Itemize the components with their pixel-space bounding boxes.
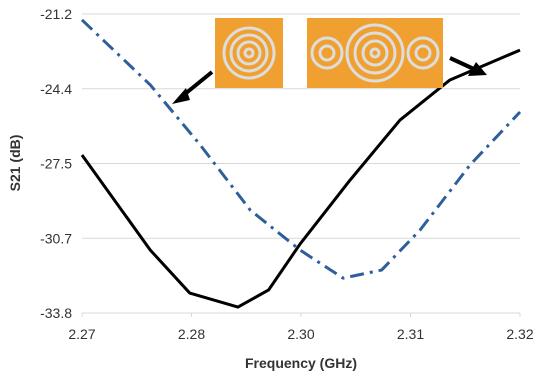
y-axis-label: S21 (dB): [7, 135, 23, 192]
x-axis-label: Frequency (GHz): [245, 355, 357, 371]
inset-image: [307, 18, 443, 88]
y-tick-label: -24.4: [40, 81, 72, 97]
inset-rings: [222, 26, 276, 80]
series-line: [80, 48, 521, 309]
y-tick-label: -30.7: [40, 230, 72, 246]
arrow: [449, 56, 477, 72]
x-tick-label: 2.27: [68, 326, 95, 342]
y-tick-label: -21.2: [40, 6, 72, 22]
y-tick-label: -33.8: [40, 305, 72, 321]
arrow-head: [468, 62, 487, 76]
arrow-head: [172, 88, 190, 104]
inset-image: [215, 18, 283, 88]
series-line: [80, 18, 522, 280]
x-tick-label: 2.31: [397, 326, 424, 342]
x-tick-label: 2.28: [178, 326, 205, 342]
inset-rings: [310, 23, 440, 83]
x-tick-label: 2.32: [506, 326, 533, 342]
y-tick-label: -27.5: [40, 156, 72, 172]
x-tick-label: 2.30: [287, 326, 314, 342]
inset-images: [172, 18, 487, 104]
